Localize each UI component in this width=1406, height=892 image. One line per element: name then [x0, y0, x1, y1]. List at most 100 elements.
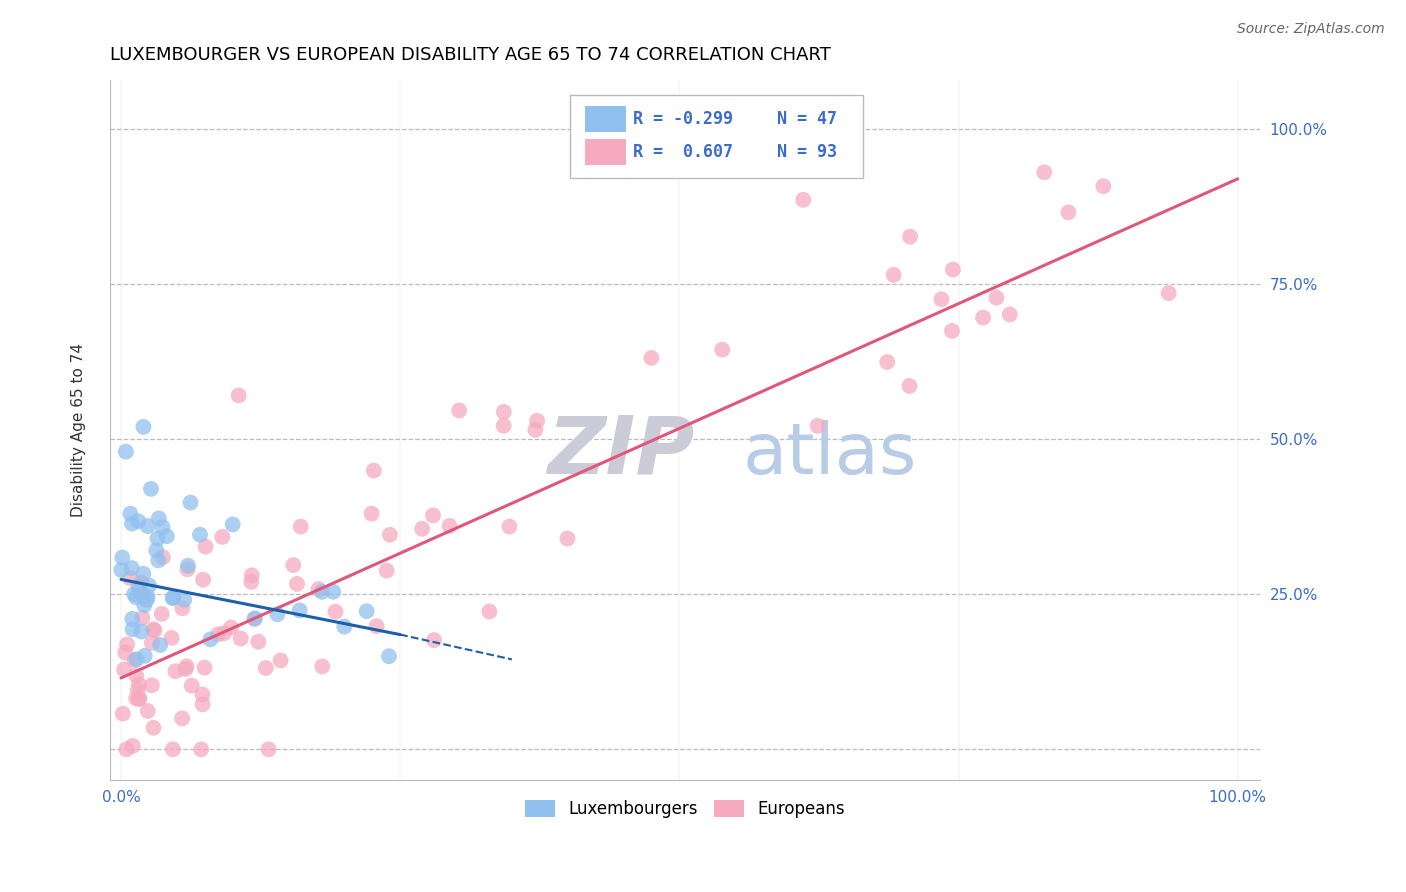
- Point: [172, 711, 194, 725]
- Point: [143, 624, 166, 638]
- Text: LUXEMBOURGER VS EUROPEAN DISABILITY AGE 65 TO 74 CORRELATION CHART: LUXEMBOURGER VS EUROPEAN DISABILITY AGE …: [110, 46, 831, 64]
- Point: [125, 652, 148, 666]
- Point: [243, 611, 266, 625]
- Point: [876, 355, 898, 369]
- Point: [138, 578, 160, 592]
- Point: [145, 543, 167, 558]
- Point: [141, 636, 163, 650]
- Point: [1092, 179, 1115, 194]
- Point: [526, 414, 548, 428]
- Point: [128, 692, 150, 706]
- Point: [498, 519, 520, 533]
- Point: [411, 522, 433, 536]
- Point: [162, 742, 184, 756]
- Point: [883, 268, 905, 282]
- Point: [898, 229, 921, 244]
- Point: [121, 516, 143, 531]
- Point: [219, 621, 242, 635]
- Point: [127, 514, 149, 528]
- Point: [150, 607, 173, 621]
- Point: [325, 605, 347, 619]
- Point: [270, 653, 292, 667]
- Point: [941, 324, 963, 338]
- Point: [931, 293, 953, 307]
- Point: [125, 668, 148, 682]
- Point: [998, 307, 1021, 321]
- Point: [478, 605, 501, 619]
- Point: [176, 562, 198, 576]
- Point: [127, 683, 149, 698]
- Point: [191, 688, 214, 702]
- Point: [176, 659, 198, 673]
- Point: [125, 591, 148, 605]
- Text: Source: ZipAtlas.com: Source: ZipAtlas.com: [1237, 22, 1385, 37]
- Point: [174, 662, 197, 676]
- Text: N = 47: N = 47: [778, 110, 837, 128]
- Point: [128, 580, 150, 594]
- Point: [191, 698, 214, 712]
- Point: [898, 379, 921, 393]
- Point: [177, 558, 200, 573]
- Point: [156, 529, 179, 543]
- Point: [240, 568, 263, 582]
- Point: [115, 742, 138, 756]
- Point: [290, 519, 312, 533]
- Text: atlas: atlas: [742, 420, 917, 489]
- Point: [128, 691, 150, 706]
- Point: [243, 612, 266, 626]
- Point: [121, 739, 143, 753]
- Point: [322, 584, 344, 599]
- Point: [356, 604, 378, 618]
- Point: [128, 677, 150, 691]
- Point: [308, 582, 330, 596]
- Point: [557, 532, 579, 546]
- Point: [120, 571, 142, 585]
- Point: [1157, 286, 1180, 301]
- Point: [121, 561, 143, 575]
- Point: [132, 566, 155, 581]
- Point: [942, 262, 965, 277]
- Point: [200, 632, 222, 647]
- Point: [180, 679, 202, 693]
- Point: [152, 520, 174, 534]
- Point: [131, 611, 153, 625]
- Point: [191, 573, 214, 587]
- Point: [1057, 205, 1080, 219]
- Point: [194, 540, 217, 554]
- Point: [285, 577, 308, 591]
- Point: [149, 638, 172, 652]
- FancyBboxPatch shape: [569, 95, 863, 178]
- Point: [162, 591, 184, 605]
- Point: [492, 405, 515, 419]
- Point: [134, 648, 156, 663]
- Text: N = 93: N = 93: [778, 143, 837, 161]
- Point: [792, 193, 814, 207]
- Point: [115, 444, 138, 458]
- Point: [114, 646, 136, 660]
- Point: [135, 593, 157, 607]
- Point: [188, 527, 211, 541]
- Point: [125, 691, 148, 706]
- Point: [111, 550, 134, 565]
- Point: [366, 619, 388, 633]
- Point: [228, 388, 250, 402]
- Point: [283, 558, 305, 573]
- Point: [211, 530, 233, 544]
- Point: [378, 527, 401, 541]
- Point: [640, 351, 662, 365]
- Point: [972, 310, 994, 325]
- Point: [148, 553, 170, 567]
- Point: [212, 626, 235, 640]
- Point: [124, 653, 146, 667]
- Point: [172, 601, 194, 615]
- Point: [363, 464, 385, 478]
- Point: [229, 632, 252, 646]
- Text: ZIP: ZIP: [547, 412, 695, 490]
- Point: [423, 633, 446, 648]
- Point: [112, 663, 135, 677]
- Point: [711, 343, 734, 357]
- Point: [422, 508, 444, 523]
- Point: [134, 598, 156, 612]
- Point: [180, 495, 202, 509]
- Point: [139, 482, 162, 496]
